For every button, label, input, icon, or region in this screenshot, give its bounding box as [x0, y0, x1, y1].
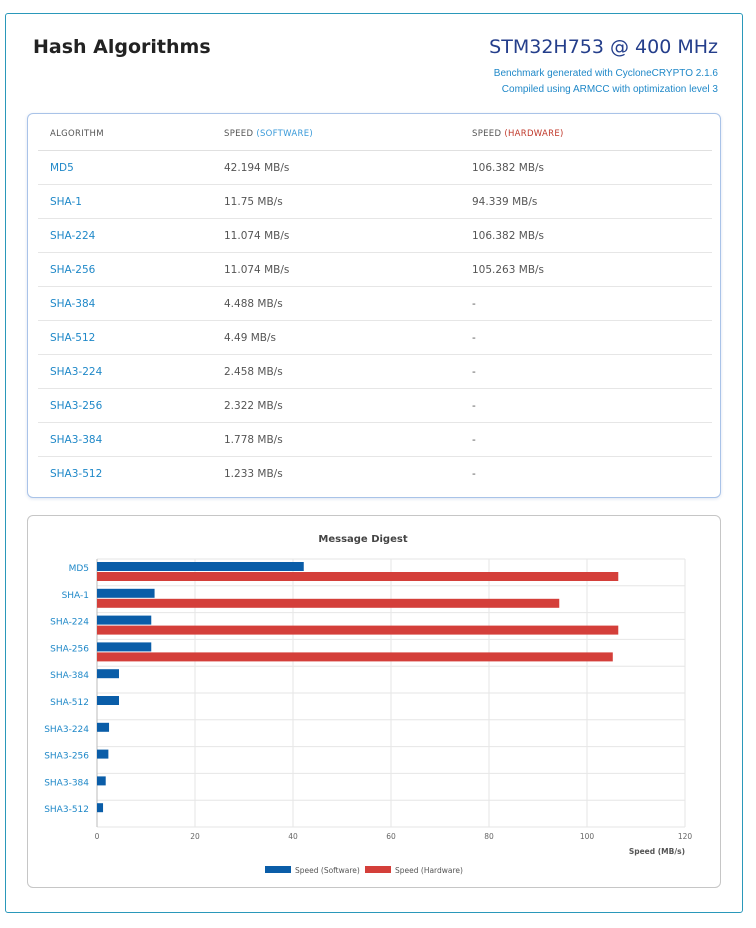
x-tick-label: 60	[386, 832, 396, 841]
x-tick-label: 120	[678, 832, 693, 841]
column-header-hardware: SPEED (HARDWARE)	[460, 118, 712, 151]
table-row: MD5 42.194 MB/s 106.382 MB/s	[38, 150, 712, 185]
software-speed-cell: 11.074 MB/s	[212, 218, 460, 253]
table-body: MD5 42.194 MB/s 106.382 MB/s SHA-1 11.75 MB/…	[38, 150, 712, 491]
legend-swatch-software	[265, 866, 291, 873]
column-header-hardware-tag: (HARDWARE)	[504, 129, 564, 139]
chart-title: Message Digest	[318, 534, 407, 545]
software-speed-cell: 1.233 MB/s	[224, 467, 283, 480]
bar-software	[97, 669, 119, 679]
x-axis-label: Speed (MB/s)	[629, 847, 685, 856]
software-speed-cell: 4.488 MB/s	[212, 286, 460, 321]
table-row: SHA-512 4.49 MB/s -	[38, 320, 712, 355]
software-speed-cell: 11.75 MB/s	[212, 184, 460, 219]
table-row: SHA3-384 1.778 MB/s -	[38, 422, 712, 457]
hardware-speed-cell: 94.339 MB/s	[460, 184, 712, 219]
x-tick-label: 0	[95, 832, 100, 841]
table-row: SHA3-224 2.458 MB/s -	[38, 354, 712, 389]
x-tick-label: 40	[288, 832, 298, 841]
software-speed-cell: 1.778 MB/s	[212, 422, 460, 457]
category-label: SHA-224	[50, 618, 89, 628]
bar-software	[97, 749, 109, 759]
algorithm-link[interactable]: SHA3-512	[50, 467, 103, 480]
column-header-algorithm: ALGORITHM	[38, 118, 212, 151]
hardware-speed-cell: -	[460, 286, 712, 321]
software-speed-cell: 4.49 MB/s	[212, 320, 460, 355]
column-header-software-tag: (SOFTWARE)	[256, 129, 314, 139]
legend-label-hardware: Speed (Hardware)	[395, 866, 463, 875]
hardware-speed-cell: -	[460, 422, 712, 457]
algorithm-link[interactable]: SHA-1	[38, 184, 212, 219]
algorithm-link[interactable]: SHA3-256	[38, 388, 212, 423]
x-tick-label: 20	[190, 832, 200, 841]
category-label: SHA3-224	[44, 725, 89, 735]
algorithm-link[interactable]: MD5	[38, 150, 212, 185]
bar-software	[97, 696, 120, 705]
legend-label-software: Speed (Software)	[295, 866, 360, 875]
hardware-speed-cell: -	[460, 388, 712, 423]
chart-card: Message Digest 0 20 40 60 80 100 120 MD5 SHA-1 SHA…	[27, 515, 721, 888]
message-digest-chart: Message Digest 0 20 40 60 80 100 120 MD5 SHA-1 SHA…	[44, 534, 693, 875]
category-label: SHA-384	[50, 671, 89, 681]
bar-hardware	[97, 652, 613, 662]
bar-software	[97, 642, 152, 652]
bar-software	[97, 615, 152, 625]
bar-software	[97, 722, 110, 732]
results-table: ALGORITHM SPEED (SOFTWARE) SPEED (HARDWA…	[38, 118, 712, 490]
table-row: SHA-224 11.074 MB/s 106.382 MB/s	[38, 218, 712, 253]
bar-software	[97, 562, 304, 571]
algorithm-link[interactable]: SHA3-384	[38, 422, 212, 457]
page-title: Hash Algorithms	[33, 36, 211, 58]
software-speed-cell: 2.458 MB/s	[212, 354, 460, 389]
algorithm-link[interactable]: SHA-512	[38, 320, 212, 355]
category-label: SHA3-256	[44, 752, 89, 762]
legend-swatch-hardware	[365, 866, 391, 873]
bar-hardware	[97, 572, 619, 581]
page-frame	[5, 13, 743, 913]
bar-software	[97, 776, 106, 786]
table-row: SHA3-512 1.233 MB/s -	[38, 457, 712, 491]
category-label: MD5	[69, 564, 89, 574]
software-speed-cell: 2.322 MB/s	[212, 388, 460, 423]
category-label: SHA3-384	[44, 778, 89, 788]
table-header-row: ALGORITHM SPEED (SOFTWARE) SPEED (HARDWA…	[38, 118, 712, 151]
bar-hardware	[97, 598, 560, 608]
column-header-software: SPEED (SOFTWARE)	[212, 118, 460, 151]
category-label: SHA-1	[62, 591, 89, 601]
table-row: SHA3-256 2.322 MB/s -	[38, 388, 712, 423]
hardware-speed-cell: 105.263 MB/s	[460, 252, 712, 287]
bar-software	[97, 803, 104, 813]
hardware-speed-cell: -	[460, 320, 712, 355]
x-tick-label: 100	[580, 832, 595, 841]
table-row: SHA-384 4.488 MB/s -	[38, 286, 712, 321]
device-title: STM32H753 @ 400 MHz	[489, 36, 718, 58]
table-row: SHA-1 11.75 MB/s 94.339 MB/s	[38, 184, 712, 219]
column-header-software-prefix: SPEED	[224, 129, 254, 139]
algorithm-link[interactable]: SHA-256	[38, 252, 212, 287]
software-speed-cell: 42.194 MB/s	[212, 150, 460, 185]
column-header-hardware-prefix: SPEED	[472, 129, 502, 139]
algorithm-link[interactable]: SHA-384	[38, 286, 212, 321]
category-label: SHA-256	[50, 644, 89, 654]
category-label: SHA-512	[50, 698, 89, 708]
software-speed-cell: 11.074 MB/s	[212, 252, 460, 287]
hardware-speed-cell: -	[460, 354, 712, 389]
algorithm-link[interactable]: SHA3-224	[38, 354, 212, 389]
benchmark-note: Benchmark generated with CycloneCRYPTO 2…	[493, 68, 718, 79]
algorithm-link[interactable]: SHA-224	[38, 218, 212, 253]
bar-hardware	[97, 625, 619, 635]
category-label: SHA3-512	[44, 805, 89, 815]
hardware-speed-cell: -	[472, 467, 476, 480]
compiler-note: Compiled using ARMCC with optimization l…	[501, 84, 718, 95]
x-tick-label: 80	[484, 832, 494, 841]
results-table-card: ALGORITHM SPEED (SOFTWARE) SPEED (HARDWA…	[27, 113, 721, 498]
bar-software	[97, 588, 155, 598]
table-row: SHA-256 11.074 MB/s 105.263 MB/s	[38, 252, 712, 287]
hardware-speed-cell: 106.382 MB/s	[460, 218, 712, 253]
hardware-speed-cell: 106.382 MB/s	[460, 150, 712, 185]
benchmark-meta: Benchmark generated with CycloneCRYPTO 2…	[494, 66, 718, 98]
